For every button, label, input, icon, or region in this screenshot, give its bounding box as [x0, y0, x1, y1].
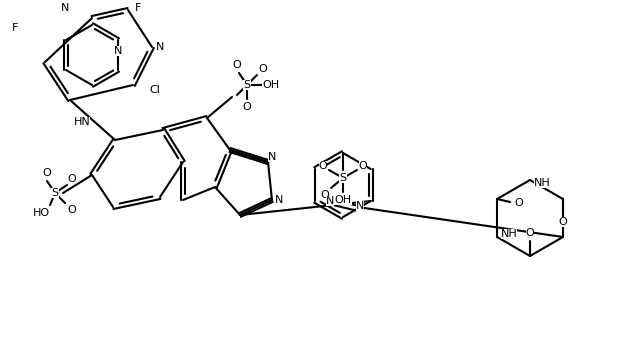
Text: S: S	[51, 188, 59, 198]
Text: O: O	[515, 198, 524, 208]
Text: O: O	[42, 168, 51, 178]
Text: O: O	[67, 205, 76, 215]
Text: F: F	[135, 3, 141, 13]
Text: N: N	[114, 46, 122, 56]
Text: OH: OH	[334, 195, 351, 205]
Text: HO: HO	[32, 208, 49, 218]
Text: O: O	[243, 102, 251, 112]
Text: NH: NH	[534, 178, 550, 188]
Text: N: N	[275, 195, 283, 205]
Text: NH: NH	[500, 229, 517, 239]
Text: O: O	[321, 190, 329, 200]
Text: N: N	[356, 201, 364, 211]
Text: HN: HN	[74, 117, 90, 127]
Text: N: N	[326, 196, 334, 206]
Text: O: O	[558, 217, 567, 227]
Text: N: N	[268, 152, 276, 162]
Text: N: N	[61, 3, 69, 13]
Text: O: O	[233, 60, 241, 70]
Text: O: O	[359, 161, 368, 171]
Text: S: S	[339, 173, 346, 183]
Text: OH: OH	[263, 80, 280, 90]
Text: Cl: Cl	[150, 85, 160, 95]
Text: O: O	[258, 64, 267, 74]
Text: F: F	[12, 23, 18, 33]
Text: S: S	[243, 80, 251, 90]
Text: N: N	[156, 42, 164, 52]
Text: O: O	[67, 174, 76, 184]
Text: O: O	[525, 228, 534, 238]
Text: O: O	[319, 161, 328, 171]
